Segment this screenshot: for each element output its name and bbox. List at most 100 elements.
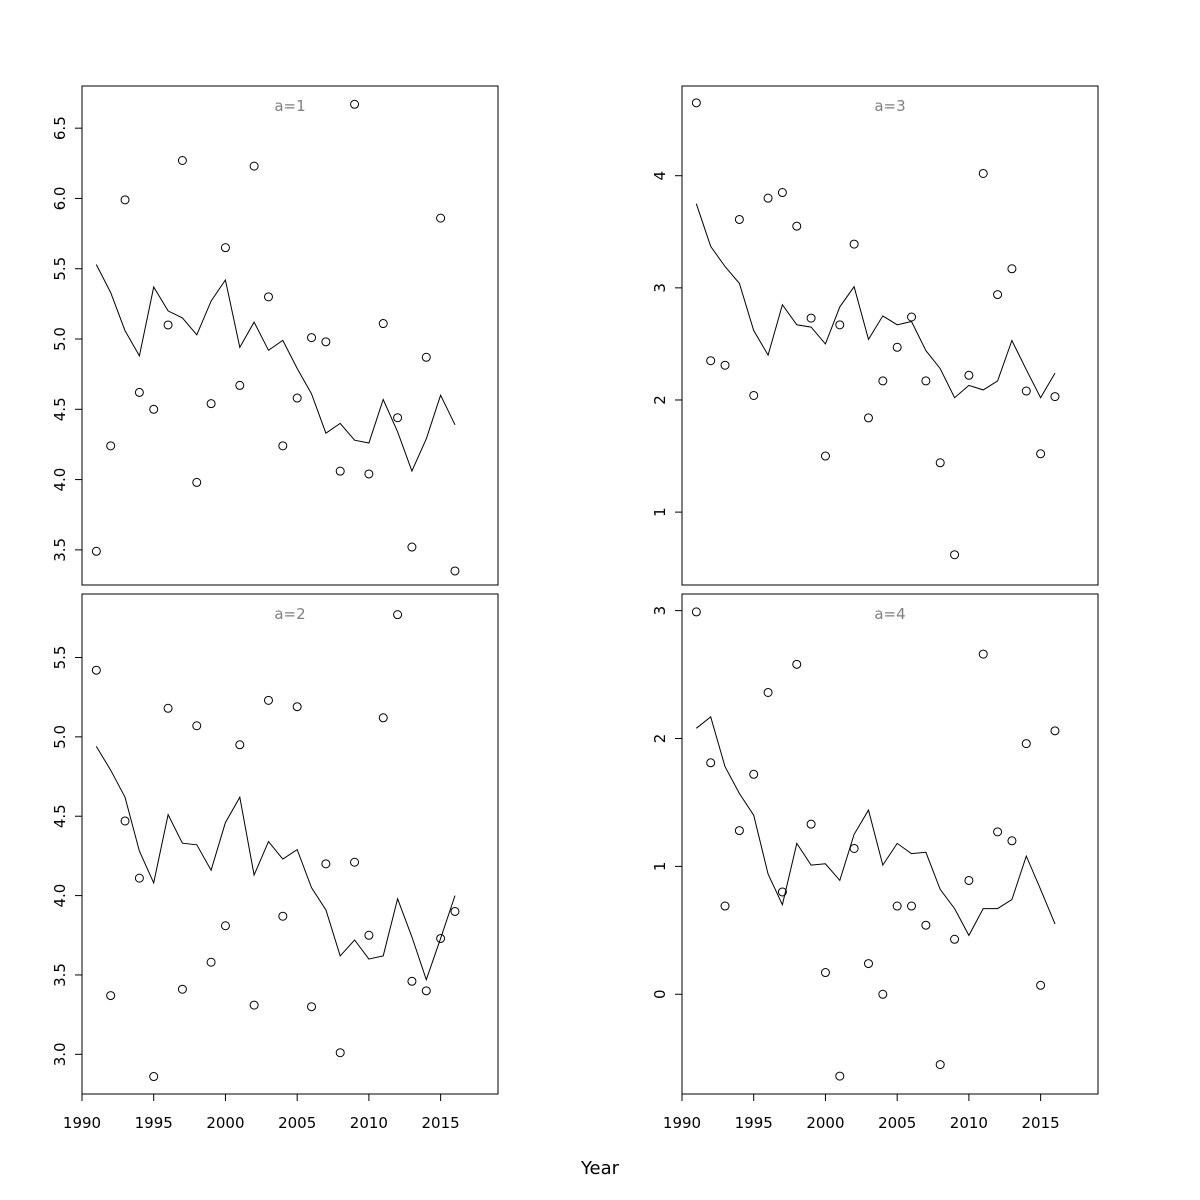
- y-tick-label: 3.5: [51, 963, 69, 987]
- x-tick-label: 2010: [350, 1114, 388, 1132]
- y-tick-label: 3: [651, 606, 669, 616]
- y-tick-label: 3: [651, 283, 669, 293]
- data-point: [120, 195, 130, 205]
- data-point: [278, 441, 288, 451]
- x-tick-label: 1990: [663, 1114, 701, 1132]
- y-tick-label: 6.5: [51, 116, 69, 140]
- data-point: [763, 193, 773, 203]
- data-point: [436, 933, 446, 943]
- data-point: [964, 875, 974, 885]
- data-point: [691, 98, 701, 108]
- data-point: [1007, 264, 1017, 274]
- x-tick-label: 2000: [206, 1114, 244, 1132]
- data-point: [777, 188, 787, 198]
- trend-line: [695, 715, 1056, 937]
- plot-frame: [81, 593, 499, 1095]
- panel-a4: a=4 0 1 2 3 1990 1995 2000 2005 2010 2015: [651, 593, 1099, 1132]
- data-point: [820, 451, 830, 461]
- panel-a3: a=3 1 2 3 4: [651, 85, 1099, 586]
- data-point: [749, 769, 759, 779]
- data-point: [749, 390, 759, 400]
- data-point: [278, 911, 288, 921]
- data-point: [935, 458, 945, 468]
- data-point: [364, 469, 374, 479]
- data-point: [921, 920, 931, 930]
- data-point: [792, 221, 802, 231]
- data-point: [407, 542, 417, 552]
- data-point: [177, 155, 187, 165]
- data-point: [863, 959, 873, 969]
- data-point: [907, 901, 917, 911]
- data-point: [835, 320, 845, 330]
- data-point: [878, 376, 888, 386]
- data-point: [192, 721, 202, 731]
- x-tick-label: 2000: [806, 1114, 844, 1132]
- y-tick-label: 4: [651, 171, 669, 181]
- y-tick-label: 5.0: [51, 725, 69, 749]
- x-tick-label: 1995: [735, 1114, 773, 1132]
- data-point: [192, 477, 202, 487]
- data-point: [907, 312, 917, 322]
- data-point: [249, 1000, 259, 1010]
- data-point: [220, 243, 230, 253]
- data-point: [364, 930, 374, 940]
- data-point: [964, 370, 974, 380]
- x-tick-label: 2015: [1022, 1114, 1060, 1132]
- data-point: [436, 213, 446, 223]
- panel-title: a=4: [874, 605, 905, 623]
- data-point: [421, 352, 431, 362]
- y-tick-label: 5.5: [51, 646, 69, 670]
- data-point: [993, 290, 1003, 300]
- data-point: [720, 901, 730, 911]
- y-tick-label: 4.0: [51, 468, 69, 492]
- data-point: [393, 413, 403, 423]
- panel-title: a=2: [274, 605, 305, 623]
- data-point: [450, 566, 460, 576]
- x-tick-label: 2010: [950, 1114, 988, 1132]
- data-point: [120, 816, 130, 826]
- y-tick-label: 1: [651, 507, 669, 517]
- data-point: [235, 740, 245, 750]
- data-point: [407, 976, 417, 986]
- data-point: [806, 313, 816, 323]
- y-tick-label: 3.0: [51, 1042, 69, 1066]
- data-point: [450, 906, 460, 916]
- data-point: [321, 859, 331, 869]
- data-point: [263, 695, 273, 705]
- data-point: [1021, 739, 1031, 749]
- data-point: [149, 1072, 159, 1082]
- y-tick-label: 3.5: [51, 538, 69, 562]
- data-point: [1050, 392, 1060, 402]
- data-point: [378, 319, 388, 329]
- data-point: [249, 161, 259, 171]
- data-point: [321, 337, 331, 347]
- data-point: [263, 292, 273, 302]
- data-point: [335, 466, 345, 476]
- data-point: [393, 610, 403, 620]
- data-point: [1050, 726, 1060, 736]
- data-point: [149, 404, 159, 414]
- data-point: [163, 703, 173, 713]
- data-point: [691, 607, 701, 617]
- panel-title: a=1: [274, 97, 305, 115]
- data-point: [806, 819, 816, 829]
- x-tick-label: 2005: [878, 1114, 916, 1132]
- plot-frame: [681, 85, 1099, 586]
- data-point: [335, 1048, 345, 1058]
- data-point: [1036, 449, 1046, 459]
- data-point: [763, 687, 773, 697]
- data-point: [863, 413, 873, 423]
- data-point: [978, 649, 988, 659]
- data-point: [720, 360, 730, 370]
- data-point: [307, 1002, 317, 1012]
- data-point: [921, 376, 931, 386]
- data-point: [892, 342, 902, 352]
- data-point: [734, 214, 744, 224]
- data-point: [220, 921, 230, 931]
- data-point: [206, 399, 216, 409]
- data-point: [792, 659, 802, 669]
- data-point: [235, 380, 245, 390]
- x-tick-label: 1995: [135, 1114, 173, 1132]
- y-tick-label: 0: [651, 989, 669, 999]
- data-point: [878, 989, 888, 999]
